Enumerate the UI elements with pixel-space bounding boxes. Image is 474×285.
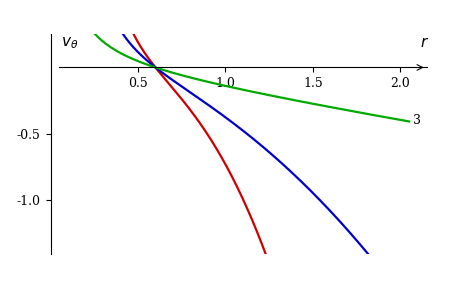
Text: 3: 3 — [412, 114, 420, 127]
Text: $v_\theta$: $v_\theta$ — [61, 36, 78, 51]
Text: $r$: $r$ — [419, 36, 428, 50]
